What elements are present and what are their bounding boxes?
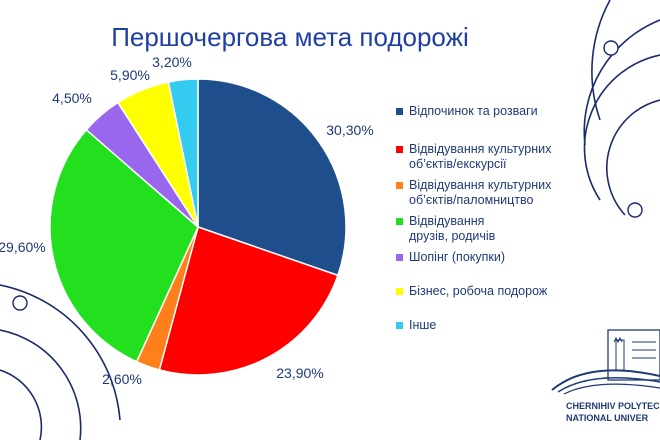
legend-label: Відвідування друзів, родичів (409, 214, 496, 243)
data-label-2: 23,90% (276, 365, 323, 381)
pie-slice-7 (167, 78, 199, 228)
legend-item-6: Бізнес, робоча подорож (396, 284, 586, 299)
legend-label: Інше (409, 318, 437, 332)
data-label-3: 2,60% (102, 371, 142, 387)
legend-swatch (396, 322, 403, 329)
pie-slice-2 (158, 226, 339, 376)
data-label-4: 29,60% (0, 239, 46, 255)
chart-title: Першочергова мета подорожі (111, 22, 469, 52)
legend-label: Відпочинок та розваги (409, 104, 538, 118)
legend-swatch (396, 146, 403, 153)
legend-item-7: Інше (396, 318, 586, 333)
data-label-6: 5,90% (110, 67, 150, 83)
data-label-5: 4,50% (52, 90, 92, 106)
legend-label: Відвідування культурних об’єктів/паломни… (409, 178, 552, 207)
legend-item-4: Відвідування друзів, родичів (396, 214, 586, 244)
data-label-7: 3,20% (152, 54, 192, 70)
legend-label: Шопінг (покупки) (409, 250, 506, 264)
logo-text-line1: CHERNIHIV POLYTEC (566, 401, 660, 411)
pie-slice-4 (49, 128, 199, 363)
legend-item-2: Відвідування культурних об’єктів/екскурс… (396, 142, 586, 172)
legend-item-1: Відпочинок та розваги (396, 104, 586, 119)
legend-swatch (396, 254, 403, 261)
data-label-1: 30,30% (326, 122, 373, 138)
logo-text-line2: NATIONAL UNIVER (566, 413, 649, 423)
legend-swatch (396, 288, 403, 295)
legend-swatch (396, 182, 403, 189)
legend-item-3: Відвідування культурних об’єктів/паломни… (396, 178, 586, 208)
pie-slice-1 (197, 78, 347, 277)
legend-label: Відвідування культурних об’єктів/екскурс… (409, 142, 552, 171)
legend-label: Бізнес, робоча подорож (409, 284, 548, 298)
legend-swatch (396, 218, 403, 225)
legend-item-5: Шопінг (покупки) (396, 250, 586, 265)
university-logo (551, 329, 660, 395)
legend-swatch (396, 108, 403, 115)
